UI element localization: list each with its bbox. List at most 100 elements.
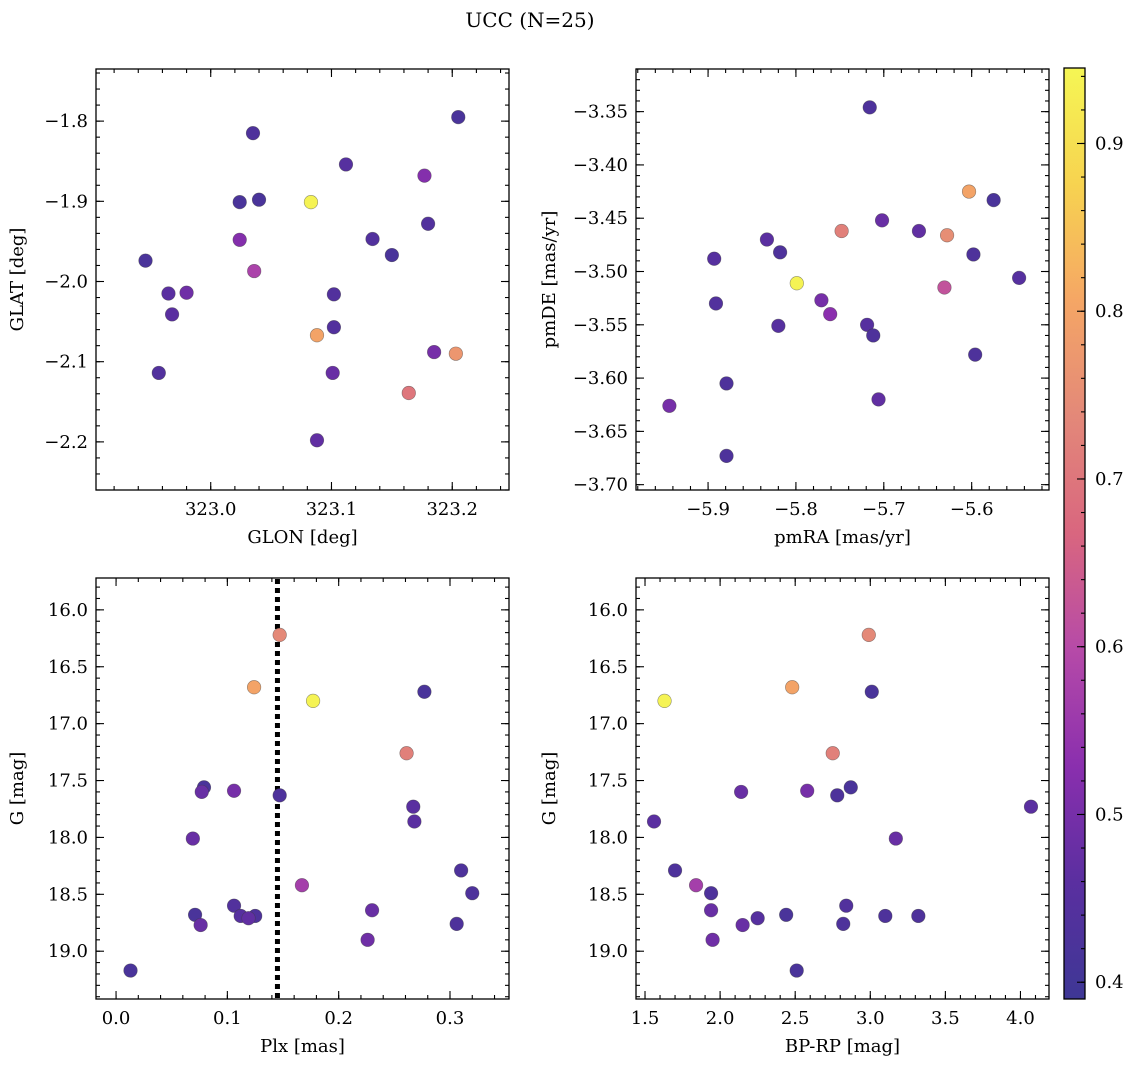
y-tick-label: −3.60 [573, 368, 628, 389]
data-point [843, 780, 858, 795]
data-point [417, 684, 432, 699]
data-point [185, 831, 200, 846]
x-axis-label: GLON [deg] [247, 527, 357, 548]
data-point [789, 963, 804, 978]
y-tick-label: −2.1 [44, 352, 88, 373]
data-point [773, 245, 788, 260]
data-point [161, 286, 176, 301]
axes-frame [95, 577, 510, 1000]
data-point [360, 932, 375, 947]
data-point [735, 917, 750, 933]
data-point [151, 365, 166, 381]
y-tick-label: 18.0 [588, 827, 628, 848]
y-tick-label: 18.5 [588, 884, 628, 905]
data-point [407, 814, 422, 829]
y-tick-label: −2.2 [44, 432, 88, 453]
data-point [839, 898, 854, 913]
y-tick-label: 17.0 [48, 714, 88, 735]
y-tick-label: 18.5 [48, 884, 88, 905]
data-points [662, 100, 1027, 463]
y-tick-label: −3.65 [573, 421, 628, 442]
y-axis-label: G [mag] [539, 752, 560, 825]
data-point [420, 216, 436, 231]
data-point [232, 232, 247, 247]
minor-ticks [636, 578, 1049, 999]
data-point [406, 799, 421, 814]
x-axis-label: BP-RP [mag] [785, 1036, 900, 1057]
y-tick-label: −1.9 [44, 191, 88, 212]
data-point [449, 916, 464, 932]
data-point [860, 317, 875, 332]
x-tick-label: 0.2 [324, 1008, 353, 1029]
x-tick-label: −5.7 [862, 499, 906, 520]
x-tick-label: 1.5 [631, 1008, 660, 1029]
data-point [866, 328, 881, 343]
data-point [365, 231, 380, 247]
colorbar-tick-label: 0.6 [1095, 637, 1124, 658]
y-tick-label: 19.0 [48, 941, 88, 962]
data-point [338, 157, 354, 172]
data-point [874, 213, 890, 228]
data-point [448, 346, 463, 361]
data-point [164, 307, 180, 322]
y-axis-label: G [mag] [7, 752, 28, 825]
data-point [384, 247, 399, 263]
data-point [825, 746, 840, 761]
axes-frame [635, 577, 1050, 1000]
data-point [226, 898, 242, 913]
data-point [179, 285, 194, 300]
data-point [325, 365, 340, 381]
data-points [123, 627, 480, 978]
data-point [646, 814, 662, 829]
axes-frame [95, 68, 510, 491]
data-point [939, 228, 955, 243]
y-tick-label: −3.35 [573, 102, 628, 123]
data-point [194, 784, 209, 800]
x-tick-label: 2.5 [781, 1008, 810, 1029]
data-point [305, 693, 321, 708]
y-axis-label: GLAT [deg] [7, 228, 28, 332]
x-tick-label: −5.8 [774, 499, 818, 520]
x-tick-label: 323.2 [426, 499, 478, 520]
data-point [750, 911, 765, 926]
data-point [657, 693, 672, 708]
y-tick-label: −1.8 [44, 111, 88, 132]
y-tick-label: −3.70 [573, 475, 628, 496]
y-tick-label: 16.0 [588, 600, 628, 621]
y-tick-label: 17.5 [48, 771, 88, 792]
colorbar-tick-label: 0.8 [1095, 301, 1124, 322]
data-point [303, 195, 319, 210]
data-point [417, 168, 432, 183]
data-point [246, 680, 262, 695]
data-point [309, 433, 325, 448]
panel-pmra-pmde: −5.9 −5.8 −5.7 −5.6 −3.35 −3.40 −3.45 −3.50 −3.5… [539, 68, 1050, 548]
data-point [662, 398, 677, 413]
colorbar-gradient [1064, 68, 1085, 999]
data-point [785, 680, 800, 695]
data-point [451, 110, 466, 125]
data-point [968, 347, 983, 362]
data-points [138, 110, 466, 448]
data-point [864, 684, 879, 699]
data-point [247, 263, 262, 279]
data-point [1023, 799, 1039, 814]
panels: 323.0 323.1 323.2 −1.8 −1.9 −2.0 −2.1 −2.2 GLON … [7, 68, 1050, 1057]
data-point [401, 385, 416, 401]
data-point [800, 783, 815, 798]
colorbar: 0.4 0.5 0.6 0.7 0.8 0.9 [1063, 67, 1124, 1000]
minor-ticks [96, 69, 509, 491]
data-point [703, 886, 719, 901]
data-point [830, 788, 845, 803]
data-point [309, 328, 325, 343]
data-point [888, 831, 903, 846]
data-point [326, 320, 341, 335]
data-point [1012, 270, 1027, 286]
data-point [251, 192, 267, 207]
data-point [814, 293, 829, 308]
data-point [871, 392, 886, 407]
data-point [911, 908, 926, 924]
data-point [966, 247, 981, 262]
data-point [688, 878, 704, 893]
data-point [703, 903, 719, 918]
data-point [193, 917, 208, 933]
